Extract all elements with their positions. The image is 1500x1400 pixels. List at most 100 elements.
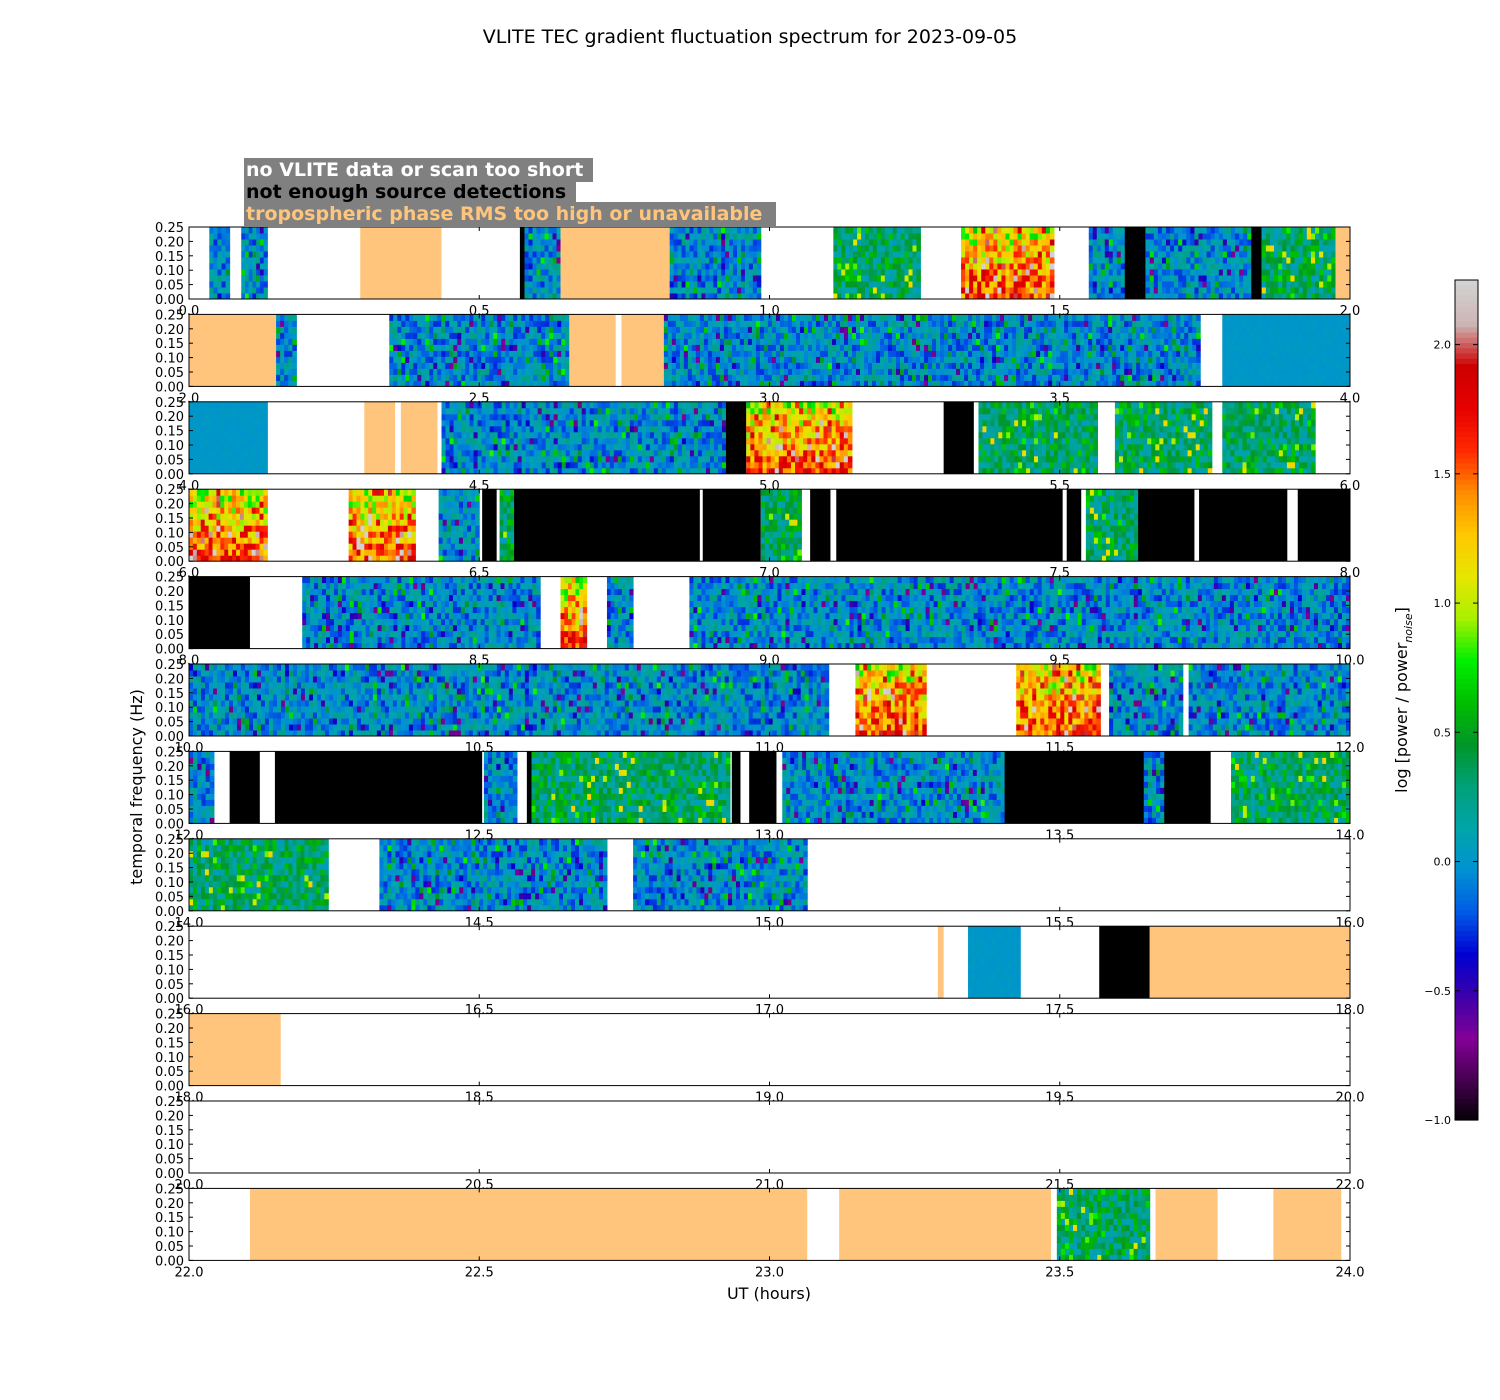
spectrum-cell [1182, 269, 1187, 276]
spectrum-cell [1024, 374, 1029, 381]
spectrum-cell [1222, 275, 1228, 282]
spectrum-cell [723, 356, 729, 363]
spectrum-cell [1144, 332, 1149, 339]
spectrum-cell [280, 344, 285, 351]
spectrum-cell [1036, 356, 1041, 363]
spectrum-cell [236, 413, 241, 421]
spectrum-cell [691, 326, 697, 333]
spectrum-cell [209, 257, 214, 264]
spectrum-cell [928, 362, 933, 369]
spectrum-cell [232, 443, 237, 451]
spectrum-cell [248, 257, 253, 264]
spectrum-cell [1338, 320, 1343, 327]
spectrum-cell [985, 245, 990, 252]
spectrum-cell [1274, 287, 1279, 294]
spectrum-cell [964, 380, 969, 387]
spectrum-cell [437, 344, 442, 351]
spectrum-cell [1298, 227, 1304, 234]
spectrum-cell [904, 332, 909, 339]
spectrum-cell [1120, 362, 1125, 369]
spectrum-cell [977, 233, 982, 240]
spectrum-cell [912, 293, 917, 299]
spectrum-cell [1202, 233, 1208, 240]
spectrum-cell [920, 350, 925, 357]
spectrum-cell [859, 362, 865, 369]
spectrum-cell [204, 401, 210, 409]
spectrum-cell [1178, 227, 1183, 234]
spectrum-cell [952, 332, 957, 339]
spectrum-cell [916, 245, 921, 252]
spectrum-cell [968, 356, 973, 363]
spectrum-cell [827, 350, 833, 357]
spectrum-cell [833, 251, 838, 258]
spectrum-cell [739, 338, 745, 345]
spectrum-cell [1001, 245, 1006, 252]
spectrum-cell [565, 356, 570, 363]
spectrum-cell [1052, 362, 1057, 369]
spectrum-cell [541, 320, 546, 327]
spectrum-cell [441, 431, 447, 439]
spectrum-cell [1072, 338, 1077, 345]
spectrum-cell [517, 350, 522, 357]
spectrum-cell [1116, 320, 1121, 327]
spectrum-cell [977, 239, 982, 246]
spectrum-cell [524, 227, 530, 234]
spectrum-cell [675, 374, 681, 381]
spectrum-cell [1278, 344, 1283, 351]
spectrum-cell [841, 281, 846, 288]
spectrum-cell [525, 449, 531, 457]
spectrum-cell [1318, 362, 1323, 369]
spectrum-cell [663, 380, 669, 387]
spectrum-cell [961, 281, 966, 288]
spectrum-cell [501, 368, 506, 375]
spectrum-cell [681, 233, 687, 240]
spectrum-cell [239, 443, 245, 451]
spectrum-cell [228, 437, 233, 445]
spectrum-cell [469, 374, 474, 381]
spectrum-cell [421, 362, 426, 369]
spectrum-cell [868, 257, 874, 264]
spectrum-cell [1315, 251, 1320, 258]
spectrum-cell [981, 251, 986, 258]
spectrum-cell [493, 431, 499, 439]
spectrum-cell [1323, 251, 1328, 258]
spectrum-cell [721, 257, 726, 264]
spectrum-cell [1029, 293, 1035, 299]
spectrum-cell [863, 338, 869, 345]
spectrum-cell [1278, 275, 1283, 282]
spectrum-cell [1025, 245, 1031, 252]
spectrum-cell [976, 362, 981, 369]
spectrum-cell [1140, 380, 1145, 387]
spectrum-cell [244, 257, 250, 264]
spectrum-cell [723, 332, 729, 339]
spectrum-cell [849, 233, 854, 240]
spectrum-cell [872, 251, 878, 258]
spectrum-cell [461, 419, 467, 427]
spectrum-cell [733, 227, 738, 234]
spectrum-cell [533, 350, 538, 357]
spectrum-cell [1298, 233, 1304, 240]
spectrum-cell [663, 314, 669, 321]
spectrum-cell [1008, 356, 1013, 363]
spectrum-cell [549, 455, 555, 463]
spectrum-cell [993, 281, 998, 288]
spectrum-cell [493, 356, 498, 363]
spectrum-cell [1334, 344, 1339, 351]
spectrum-cell [965, 281, 970, 288]
spectrum-cell [513, 449, 519, 457]
spectrum-cell [1327, 293, 1332, 299]
spectrum-cell [739, 350, 745, 357]
spectrum-cell [497, 461, 503, 469]
spectrum-cell [751, 368, 757, 375]
spectrum-cell [763, 380, 769, 387]
spectrum-cell [552, 239, 558, 246]
spectrum-cell [252, 287, 257, 294]
spectrum-cell [1230, 368, 1235, 375]
spectrum-cell [1040, 374, 1045, 381]
spectrum-cell [787, 326, 793, 333]
spectrum-cell [259, 401, 264, 409]
spectrum-cell [851, 374, 857, 381]
spectrum-cell [461, 374, 466, 381]
spectrum-cell [972, 356, 977, 363]
spectrum-cell [831, 356, 837, 363]
